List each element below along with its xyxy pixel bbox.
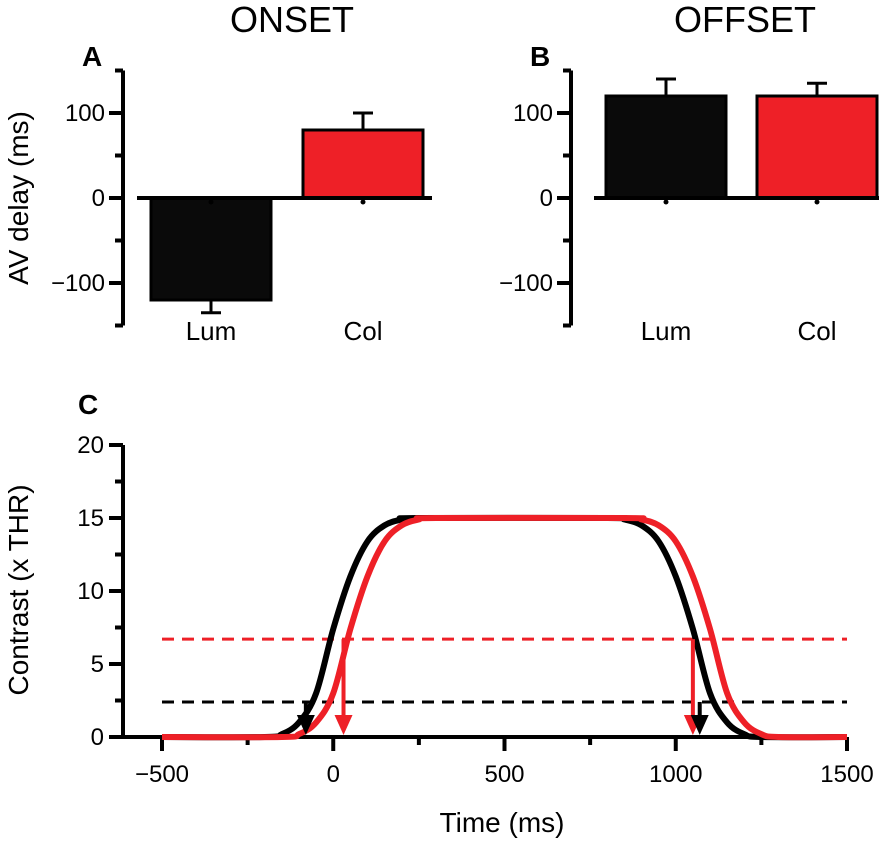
x-tick-label: 0: [327, 761, 340, 788]
y-tick-label: −100: [499, 270, 553, 297]
panel-a-label: A: [82, 41, 102, 72]
panel-a-plot: −100 0 100 Lum Col: [51, 68, 432, 346]
baseline-tick: [814, 199, 820, 205]
category-label: Col: [343, 316, 382, 346]
lum-offset-arrow-head: [690, 715, 709, 735]
y-tick-label: 0: [91, 724, 104, 751]
y-tick-label: 10: [77, 578, 104, 605]
y-tick-label: 0: [92, 185, 105, 212]
panel-c-xlabel: Time (ms): [440, 807, 565, 838]
panel-c-label: C: [78, 389, 98, 420]
bar-lum: [604, 94, 728, 200]
baseline-tick: [663, 199, 669, 205]
panel-a-title: ONSET: [230, 0, 354, 40]
y-tick-label: 5: [91, 651, 104, 678]
y-tick-label: 15: [77, 505, 104, 532]
x-tick-label: 1000: [649, 761, 702, 788]
panel-b-plot: −100 0 100 Lum Col: [499, 68, 879, 346]
y-tick-label: 100: [65, 100, 105, 127]
bar-col: [301, 128, 425, 200]
baseline-tick: [360, 199, 366, 205]
panel-c-plot: 0 5 10 15 20 −500 0 500 1000 1500: [77, 432, 873, 788]
lum-onset-arrow-head: [296, 715, 315, 735]
series-line-col: [161, 514, 848, 741]
x-tick-label: 500: [484, 761, 524, 788]
panel-c-ylabel: Contrast (x THR): [3, 484, 34, 695]
bar-lum: [149, 196, 273, 302]
baseline-tick: [208, 199, 214, 205]
x-tick-label: −500: [135, 761, 189, 788]
y-tick-label: 100: [513, 100, 553, 127]
panel-a-ylabel: AV delay (ms): [3, 111, 34, 285]
y-tick-label: −100: [51, 270, 105, 297]
category-label: Col: [797, 316, 836, 346]
panel-b-label: B: [530, 41, 550, 72]
series-line-lum: [161, 514, 848, 741]
y-tick-label: 20: [77, 432, 104, 459]
y-tick-label: 0: [540, 185, 553, 212]
panel-b-title: OFFSET: [674, 0, 816, 40]
col-onset-arrow-head: [334, 715, 353, 735]
category-label: Lum: [186, 316, 237, 346]
category-label: Lum: [641, 316, 692, 346]
x-tick-label: 1500: [820, 761, 873, 788]
bar-col: [755, 94, 879, 200]
